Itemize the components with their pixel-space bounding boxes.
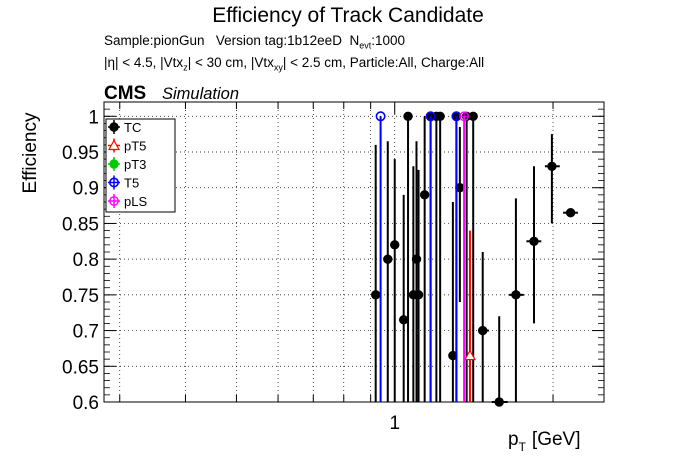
- legend-marker: [107, 139, 121, 151]
- data-point: [398, 315, 409, 325]
- legend-marker: [109, 159, 119, 169]
- data-point: [413, 290, 424, 300]
- sample-label: Sample:pionGun: [104, 33, 205, 48]
- legend-label: pLS: [124, 194, 147, 209]
- cut-z-subscript: z: [183, 62, 188, 73]
- data-point: [511, 290, 521, 300]
- y-tick-label: 0.7: [73, 322, 99, 343]
- series-pt5: [463, 230, 476, 402]
- cut-z-rest: | < 30 cm, |Vtx: [187, 55, 274, 70]
- legend-entry-pt3: pT3: [108, 157, 146, 172]
- data-layer: [370, 111, 578, 407]
- y-tick-label: 0.95: [62, 143, 99, 164]
- subtitle-cuts-line: |η| < 4.5, |Vtxz| < 30 cm, |Vtxxy| < 2.5…: [104, 55, 484, 73]
- x-axis-label-sub: T: [519, 440, 527, 454]
- data-point: [383, 254, 393, 264]
- series-pls: [459, 111, 470, 402]
- data-point: [435, 111, 445, 121]
- grid-layer: [104, 102, 604, 402]
- legend-marker: [109, 196, 119, 206]
- y-tick-label: 0.85: [62, 214, 99, 235]
- data-point: [565, 208, 576, 218]
- x-axis-label: pT [GeV]: [508, 429, 581, 454]
- y-tick-label: 0.65: [62, 357, 99, 378]
- data-point: [403, 111, 413, 121]
- data-point: [425, 111, 436, 122]
- y-tick-label: 0.8: [73, 250, 99, 271]
- data-point: [390, 240, 400, 250]
- data-point: [547, 161, 557, 171]
- y-tick-label: 1: [88, 107, 99, 128]
- x-tick-label: 1: [389, 413, 400, 434]
- cms-label: CMS: [104, 83, 147, 104]
- data-point: [494, 397, 504, 407]
- nevt-subscript: evt: [359, 40, 372, 51]
- subtitle-sample-line: Sample:pionGun Version tag:1b12eeD Nevt:…: [104, 33, 405, 51]
- legend-label: T5: [124, 176, 139, 191]
- data-point: [463, 349, 476, 361]
- data-point: [370, 290, 381, 300]
- legend-marker: [109, 122, 119, 132]
- data-point: [459, 111, 470, 122]
- y-tick-label: 0.9: [73, 179, 99, 200]
- legend-label: TC: [124, 120, 141, 135]
- legend-entry-tc: TC: [108, 120, 141, 135]
- series-t5: [375, 111, 462, 402]
- plot-frame: [103, 101, 605, 403]
- cut-eta: |η| < 4.5, |Vtx: [104, 55, 184, 70]
- y-tick-label: 0.75: [62, 286, 99, 307]
- y-axis-label: Efficiency: [20, 112, 41, 193]
- y-tick-label: 0.6: [73, 393, 99, 414]
- legend-entry-t5: T5: [108, 175, 139, 191]
- x-axis-label-p: p: [508, 429, 519, 450]
- data-point: [529, 236, 539, 246]
- series-tc: [370, 111, 578, 407]
- cms-simulation-label: Simulation: [162, 85, 240, 103]
- legend: TC pT5 pT3 T5 pLS: [105, 118, 176, 213]
- legend-marker: [109, 177, 120, 188]
- chart-title: Efficiency of Track Candidate: [212, 4, 484, 27]
- data-point: [468, 111, 478, 121]
- cut-xy-subscript: xy: [273, 62, 283, 73]
- x-axis-label-unit: [GeV]: [532, 429, 581, 450]
- data-point: [419, 190, 430, 200]
- legend-entry-pls: pLS: [108, 194, 147, 209]
- legend-label: pT3: [124, 157, 146, 172]
- nevt-value: :1000: [371, 33, 406, 48]
- data-point: [375, 111, 386, 122]
- data-point: [478, 325, 488, 336]
- version-label: Version tag:1b12eeD: [215, 33, 342, 48]
- legend-label: pT5: [124, 139, 146, 154]
- legend-entry-pt5: pT5: [107, 138, 146, 154]
- nevt-label: N: [349, 33, 360, 48]
- cut-xy-rest: | < 2.5 cm, Particle:All, Charge:All: [282, 55, 485, 70]
